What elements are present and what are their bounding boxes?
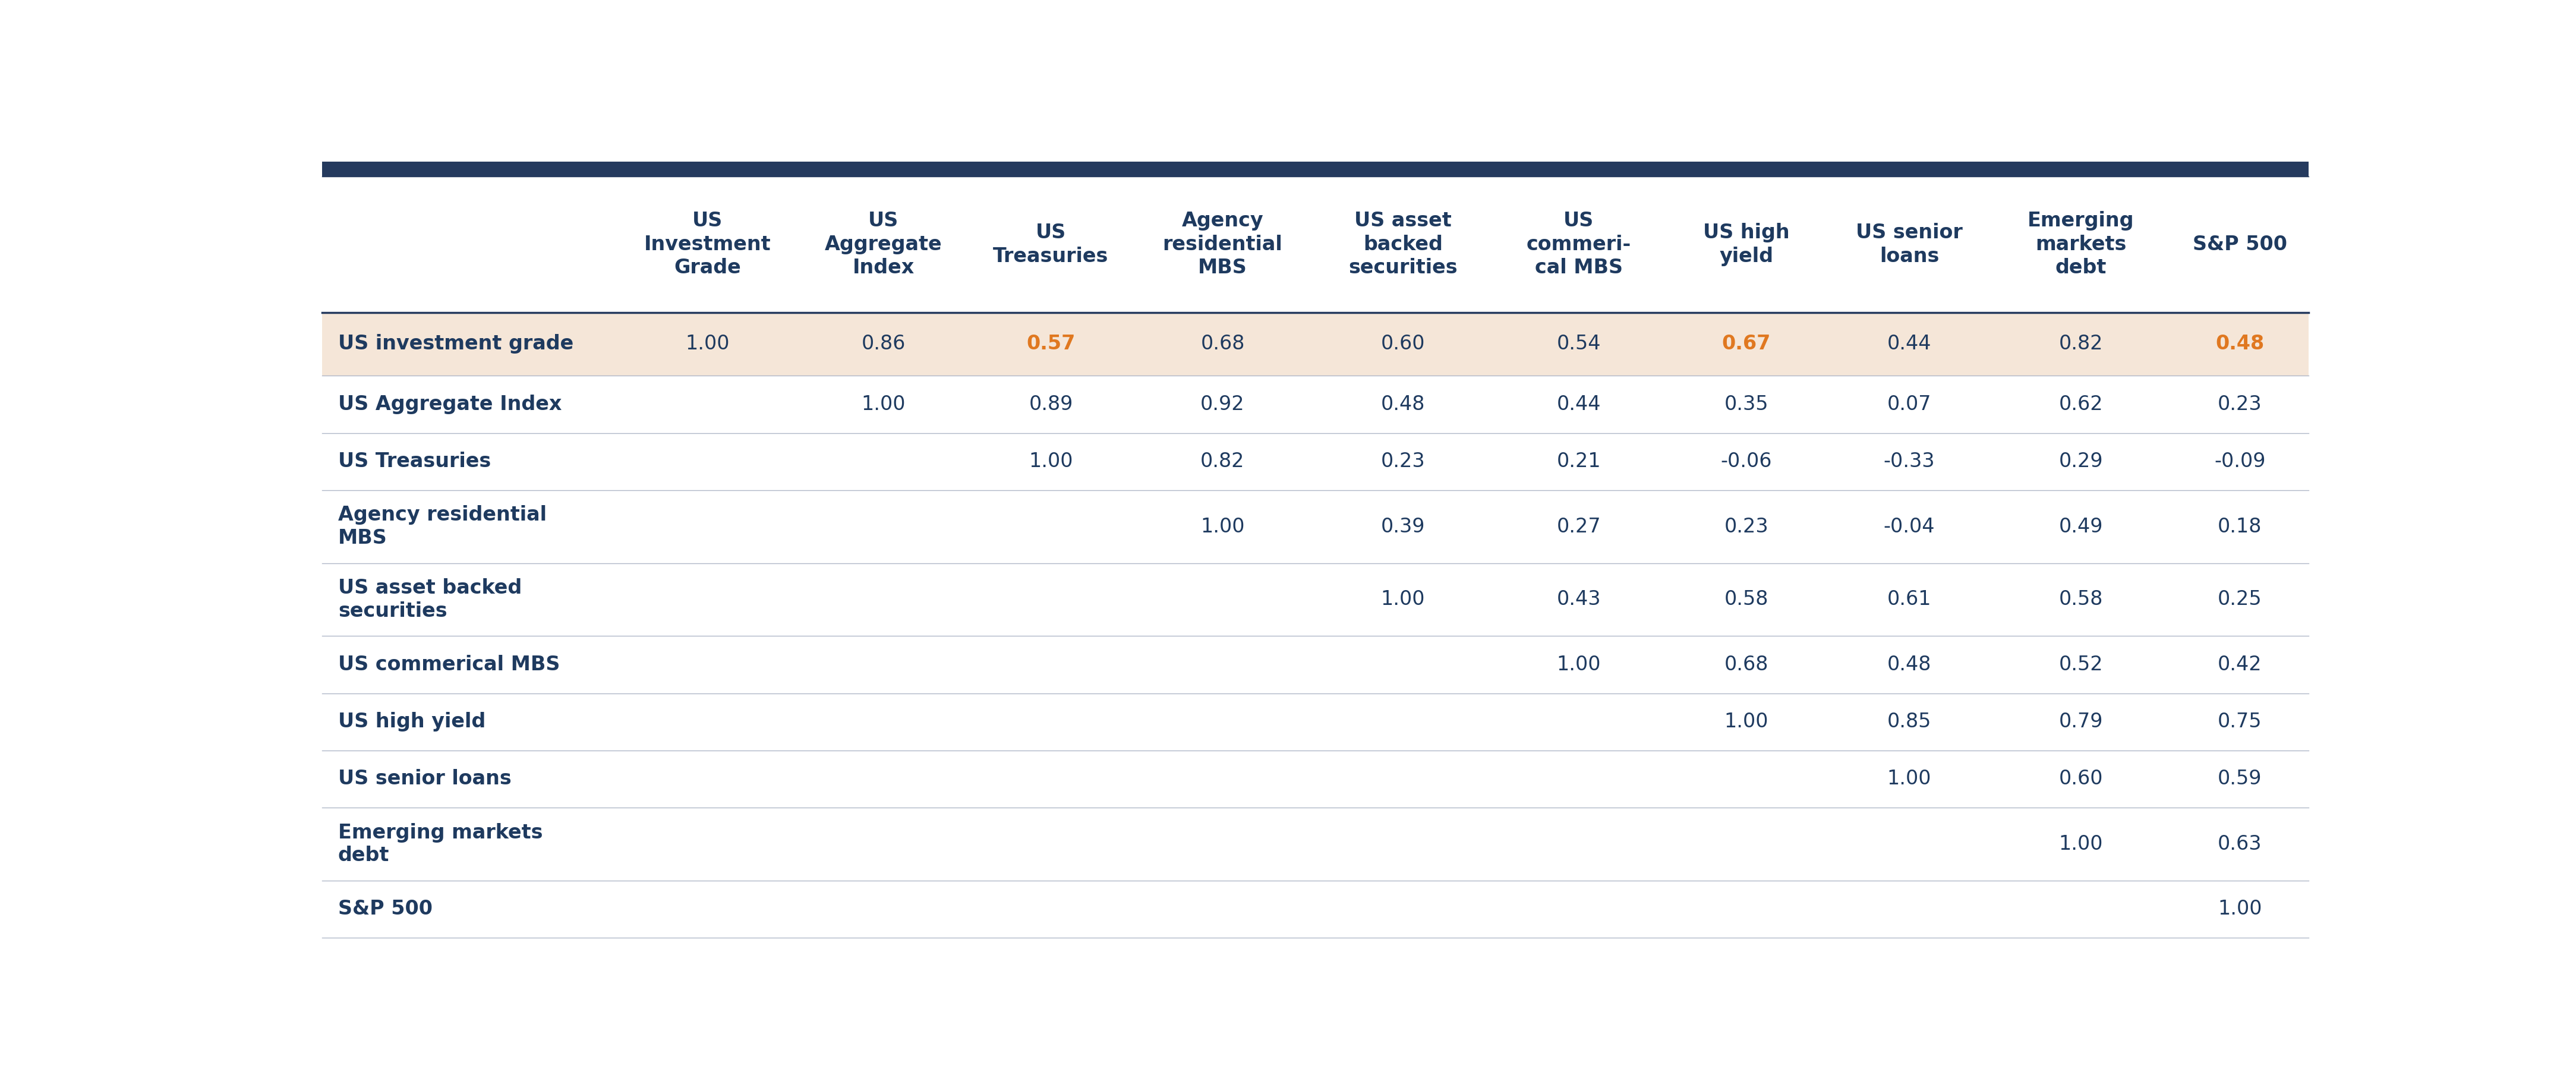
Text: Agency residential
MBS: Agency residential MBS: [337, 505, 546, 548]
Text: 0.48: 0.48: [1888, 655, 1932, 674]
Text: 0.68: 0.68: [1723, 655, 1767, 674]
Text: 0.62: 0.62: [2058, 394, 2102, 414]
Text: 0.42: 0.42: [2218, 655, 2262, 674]
Text: US senior
loans: US senior loans: [1855, 223, 1963, 266]
Text: US Treasuries: US Treasuries: [337, 451, 492, 472]
Text: 1.00: 1.00: [2218, 899, 2262, 919]
Text: S&P 500: S&P 500: [2192, 235, 2287, 254]
Text: 0.92: 0.92: [1200, 394, 1244, 414]
Text: 1.00: 1.00: [685, 334, 729, 354]
Text: 0.54: 0.54: [1556, 334, 1600, 354]
Text: Emerging
markets
debt: Emerging markets debt: [2027, 211, 2136, 278]
Text: 0.59: 0.59: [2218, 769, 2262, 789]
Text: 1.00: 1.00: [2058, 834, 2102, 853]
Text: -0.09: -0.09: [2213, 451, 2264, 472]
Text: -0.33: -0.33: [1883, 451, 1935, 472]
Text: 0.23: 0.23: [1723, 517, 1767, 536]
Text: 0.75: 0.75: [2218, 712, 2262, 731]
Text: US asset
backed
securities: US asset backed securities: [1347, 211, 1458, 278]
Text: 0.43: 0.43: [1556, 590, 1600, 609]
Text: 0.89: 0.89: [1028, 394, 1074, 414]
Text: 0.82: 0.82: [1200, 451, 1244, 472]
Text: Agency
residential
MBS: Agency residential MBS: [1162, 211, 1283, 278]
Text: 0.48: 0.48: [2215, 334, 2264, 354]
Text: 0.86: 0.86: [860, 334, 907, 354]
Text: US
commeri-
cal MBS: US commeri- cal MBS: [1528, 211, 1631, 278]
Text: 1.00: 1.00: [1028, 451, 1074, 472]
Text: 0.07: 0.07: [1888, 394, 1932, 414]
Text: 0.35: 0.35: [1723, 394, 1767, 414]
Text: 0.60: 0.60: [2058, 769, 2102, 789]
Text: 0.48: 0.48: [1381, 394, 1425, 414]
Text: 0.85: 0.85: [1888, 712, 1932, 731]
Text: 0.25: 0.25: [2218, 590, 2262, 609]
Text: US investment grade: US investment grade: [337, 334, 574, 354]
Text: 0.39: 0.39: [1381, 517, 1425, 536]
Text: 0.27: 0.27: [1556, 517, 1602, 536]
Text: US commerical MBS: US commerical MBS: [337, 655, 559, 674]
Bar: [322, 162, 2308, 177]
Text: 0.67: 0.67: [1721, 334, 1770, 354]
Text: 1.00: 1.00: [860, 394, 907, 414]
Text: US senior loans: US senior loans: [337, 769, 513, 789]
Text: 0.63: 0.63: [2218, 834, 2262, 853]
Text: 0.52: 0.52: [2058, 655, 2102, 674]
Text: US high
yield: US high yield: [1703, 223, 1790, 266]
Text: 0.44: 0.44: [1556, 394, 1600, 414]
Text: 0.44: 0.44: [1888, 334, 1932, 354]
Text: 0.49: 0.49: [2058, 517, 2102, 536]
Text: 1.00: 1.00: [1381, 590, 1425, 609]
Text: 0.23: 0.23: [1381, 451, 1425, 472]
Text: 0.18: 0.18: [2218, 517, 2262, 536]
Text: US
Aggregate
Index: US Aggregate Index: [824, 211, 943, 278]
Text: Emerging markets
debt: Emerging markets debt: [337, 823, 544, 865]
Text: US asset backed
securities: US asset backed securities: [337, 579, 523, 621]
Text: 1.00: 1.00: [1888, 769, 1932, 789]
Text: US Aggregate Index: US Aggregate Index: [337, 394, 562, 414]
Text: 0.21: 0.21: [1556, 451, 1602, 472]
Text: S&P 500: S&P 500: [337, 899, 433, 919]
Bar: [322, 312, 2308, 376]
Text: 1.00: 1.00: [1556, 655, 1600, 674]
Text: 0.68: 0.68: [1200, 334, 1244, 354]
Text: 0.60: 0.60: [1381, 334, 1425, 354]
Text: 0.82: 0.82: [2058, 334, 2102, 354]
Text: 0.61: 0.61: [1888, 590, 1932, 609]
Text: 0.58: 0.58: [2058, 590, 2102, 609]
Text: 1.00: 1.00: [1723, 712, 1767, 731]
Text: US
Investment
Grade: US Investment Grade: [644, 211, 770, 278]
Text: -0.06: -0.06: [1721, 451, 1772, 472]
Text: US
Treasuries: US Treasuries: [994, 223, 1108, 266]
Text: 0.57: 0.57: [1025, 334, 1074, 354]
Text: 1.00: 1.00: [1200, 517, 1244, 536]
Text: 0.23: 0.23: [2218, 394, 2262, 414]
Text: 0.79: 0.79: [2058, 712, 2102, 731]
Text: US high yield: US high yield: [337, 712, 484, 731]
Text: 0.29: 0.29: [2058, 451, 2102, 472]
Text: -0.04: -0.04: [1883, 517, 1935, 536]
Text: 0.58: 0.58: [1723, 590, 1767, 609]
